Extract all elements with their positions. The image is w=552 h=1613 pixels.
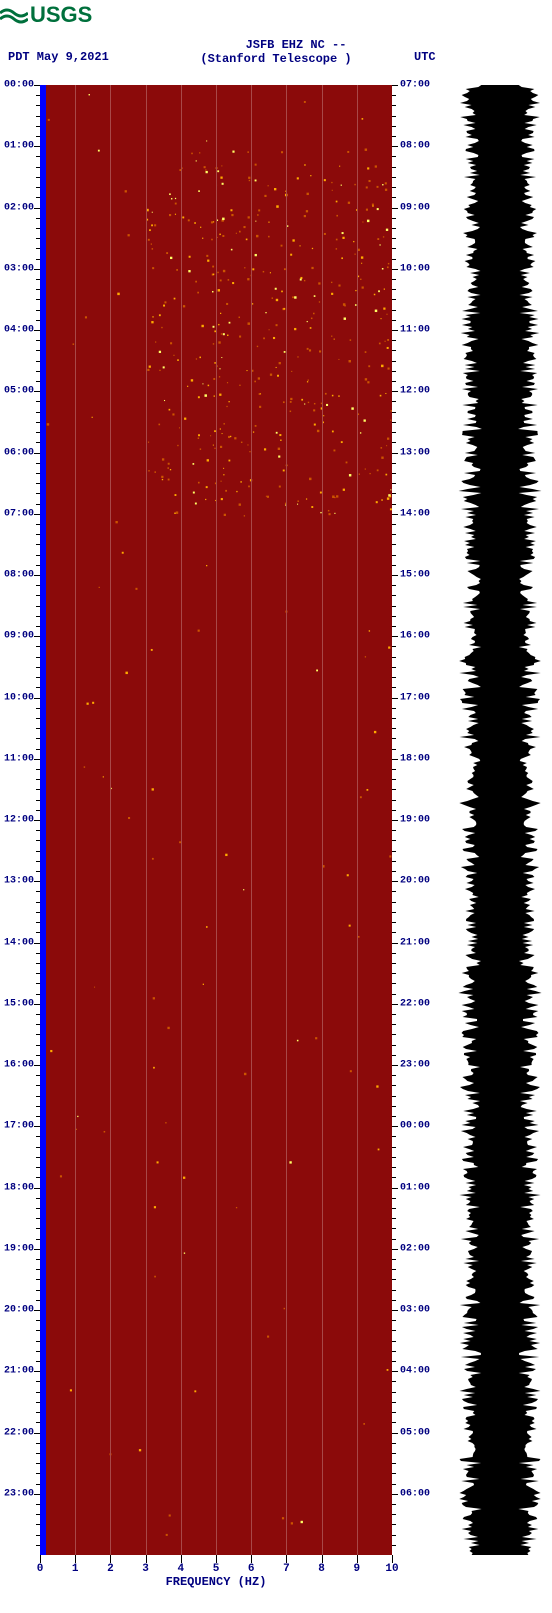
pdt-hour-label: 18:00 [0,1182,34,1193]
utc-hour-label: 07:00 [400,80,430,91]
pdt-hour-label: 08:00 [0,570,34,581]
pdt-hour-label: 05:00 [0,386,34,397]
pdt-hour-label: 03:00 [0,263,34,274]
pdt-hour-label: 22:00 [0,1427,34,1438]
utc-hour-label: 02:00 [400,1243,430,1254]
pdt-date-label: PDT May 9,2021 [8,50,109,64]
logo-text: USGS [30,2,92,28]
utc-hour-label: 00:00 [400,1121,430,1132]
freq-tick-label: 3 [142,1563,149,1575]
freq-tick-label: 10 [385,1563,398,1575]
pdt-hour-label: 12:00 [0,815,34,826]
waveform-canvas [455,85,545,1555]
waveform-plot [455,85,545,1555]
pdt-hour-label: 17:00 [0,1121,34,1132]
utc-hour-label: 11:00 [400,325,430,336]
utc-hour-label: 01:00 [400,1182,430,1193]
freq-tick-label: 0 [37,1563,44,1575]
pdt-hour-label: 11:00 [0,753,34,764]
freq-tick-label: 1 [72,1563,79,1575]
freq-tick-label: 5 [213,1563,220,1575]
freq-tick-label: 9 [353,1563,360,1575]
utc-hour-label: 03:00 [400,1305,430,1316]
pdt-hour-label: 20:00 [0,1305,34,1316]
pdt-hour-label: 21:00 [0,1366,34,1377]
pdt-hour-label: 06:00 [0,447,34,458]
pdt-hour-label: 10:00 [0,692,34,703]
freq-tick-label: 2 [107,1563,114,1575]
utc-hour-label: 19:00 [400,815,430,826]
pdt-hour-label: 23:00 [0,1488,34,1499]
pdt-hour-label: 13:00 [0,876,34,887]
spectrogram-left-edge [40,85,46,1555]
pdt-hour-label: 02:00 [0,202,34,213]
freq-tick-label: 4 [177,1563,184,1575]
pdt-hour-label: 01:00 [0,141,34,152]
station-id: JSFB EHZ NC -- [40,38,552,52]
utc-hour-label: 04:00 [400,1366,430,1377]
freq-tick-label: 7 [283,1563,290,1575]
freq-tick-label: 8 [318,1563,325,1575]
utc-hour-label: 21:00 [400,937,430,948]
utc-hour-label: 15:00 [400,570,430,581]
utc-hour-label: 14:00 [400,508,430,519]
utc-hour-label: 23:00 [400,1060,430,1071]
spectrogram-plot [40,85,392,1555]
utc-hour-label: 20:00 [400,876,430,887]
pdt-hour-label: 04:00 [0,325,34,336]
utc-hour-label: 16:00 [400,631,430,642]
freq-tick-label: 6 [248,1563,255,1575]
utc-hour-label: 17:00 [400,692,430,703]
pdt-hour-label: 16:00 [0,1060,34,1071]
utc-hour-label: 05:00 [400,1427,430,1438]
pdt-hour-label: 14:00 [0,937,34,948]
frequency-axis-title: FREQUENCY (HZ) [40,1575,392,1589]
usgs-logo: USGS [0,2,92,28]
pdt-hour-label: 19:00 [0,1243,34,1254]
pdt-hour-label: 00:00 [0,80,34,91]
pdt-hour-label: 15:00 [0,998,34,1009]
utc-hour-label: 08:00 [400,141,430,152]
utc-hour-label: 22:00 [400,998,430,1009]
utc-hour-label: 10:00 [400,263,430,274]
utc-hour-label: 12:00 [400,386,430,397]
utc-hour-label: 18:00 [400,753,430,764]
utc-label: UTC [414,50,436,64]
pdt-hour-label: 09:00 [0,631,34,642]
pdt-hour-label: 07:00 [0,508,34,519]
utc-hour-label: 13:00 [400,447,430,458]
utc-hour-label: 06:00 [400,1488,430,1499]
utc-hour-label: 09:00 [400,202,430,213]
